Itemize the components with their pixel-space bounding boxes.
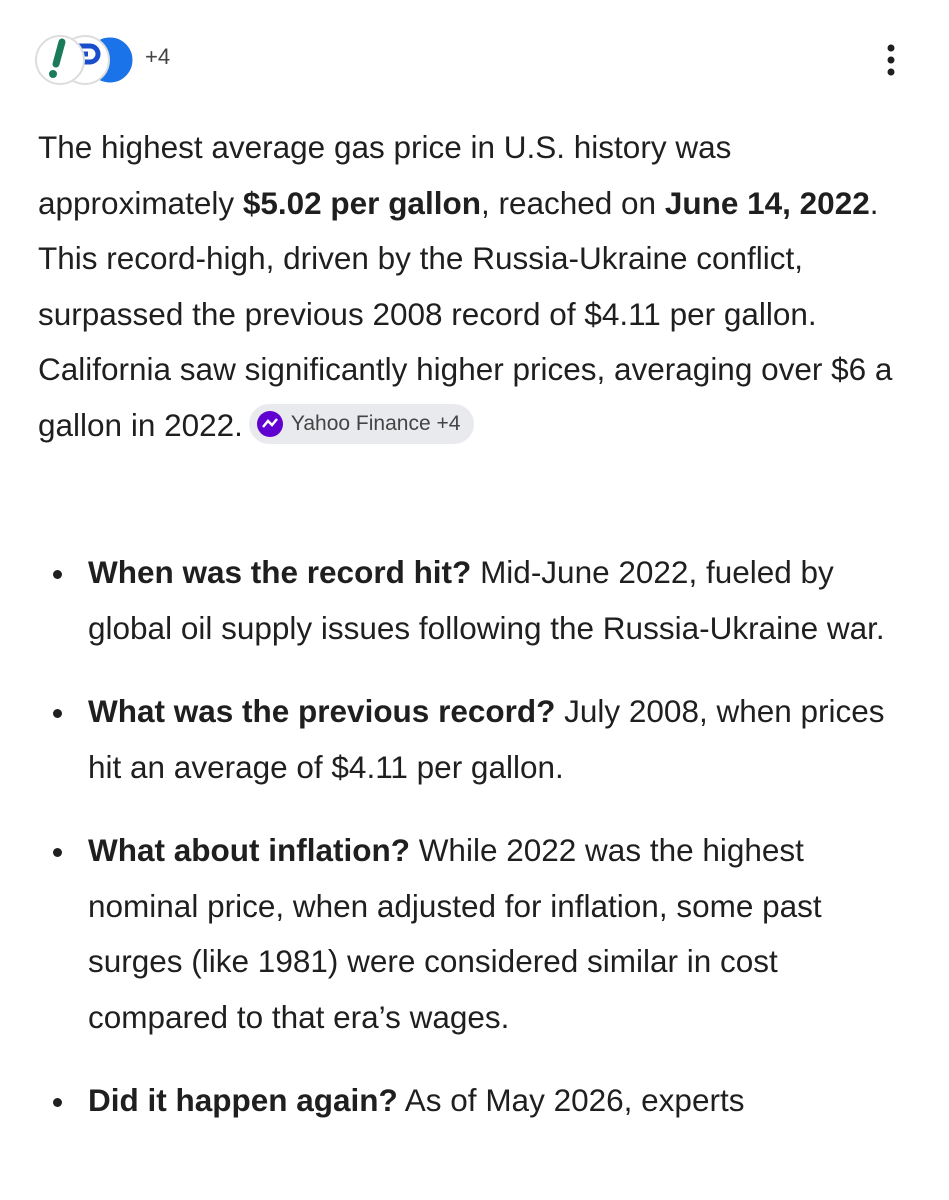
bullet-question: Did it happen again?: [88, 1082, 398, 1118]
more-menu[interactable]: [876, 40, 906, 80]
bullet-item: What was the previous record? July 2008,…: [38, 684, 918, 795]
bullet-answer: As of May 2026, experts: [404, 1082, 745, 1118]
source-icon-glyph: [52, 38, 66, 68]
bullet-item: Did it happen again? As of May 2026, exp…: [38, 1073, 918, 1129]
answer-paragraph: The highest average gas price in U.S. hi…: [38, 120, 918, 453]
bullet-item: What about inflation? While 2022 was the…: [38, 823, 918, 1045]
text: . This record-high, driven by the Russia…: [38, 184, 893, 443]
bold-text: June 14, 2022: [664, 184, 870, 221]
bullet-answer: July 2008, when prices hit an average of…: [88, 693, 885, 785]
bullet-item: When was the record hit? Mid-June 2022, …: [38, 545, 918, 656]
bullet-question: What was the previous record?: [88, 693, 556, 729]
bullet-question: What about inflation?: [88, 832, 410, 868]
sources-count[interactable]: +4: [145, 44, 171, 69]
citation-icon: [256, 411, 283, 438]
citation-label: Yahoo Finance +4: [290, 412, 461, 436]
bullet-answer: Mid-June 2022, fueled by global oil supp…: [88, 554, 885, 646]
header: +4: [0, 0, 949, 110]
citation-chip[interactable]: Yahoo Finance +4: [248, 404, 475, 445]
bold-text: $5.02 per gallon: [242, 184, 481, 221]
bullet-answer: While 2022 was the highest nominal price…: [88, 832, 822, 1035]
bullet-list: When was the record hit? Mid-June 2022, …: [38, 545, 918, 1157]
source-icon-glyph: [49, 70, 57, 78]
text: The highest average gas price in U.S. hi…: [38, 129, 732, 221]
text: , reached on: [480, 184, 665, 221]
source-icons[interactable]: [0, 0, 140, 110]
bullet-question: When was the record hit?: [88, 554, 472, 590]
